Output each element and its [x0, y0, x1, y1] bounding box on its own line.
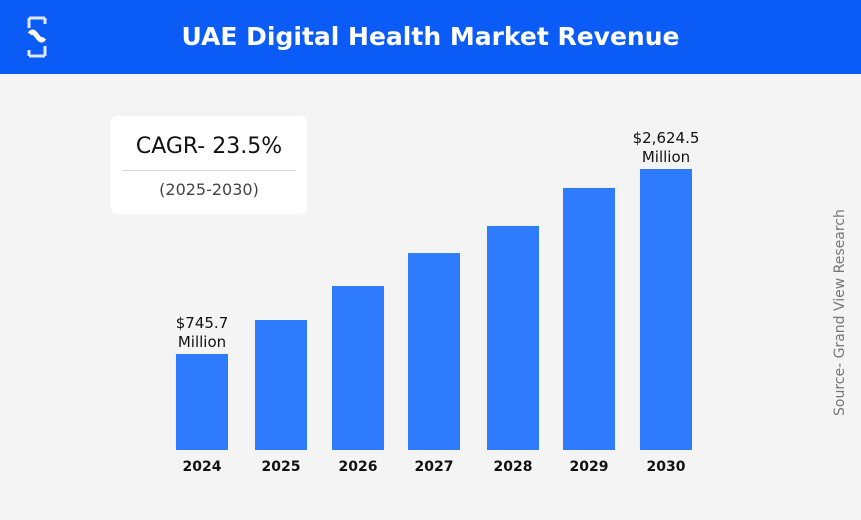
x-tick-label: 2025 [262, 459, 301, 475]
data-label: $2,624.5 [633, 129, 700, 147]
x-tick-label: 2026 [339, 459, 378, 475]
divider [122, 170, 296, 171]
cagr-value: CAGR- 23.5% [135, 134, 283, 159]
bar-2029 [563, 187, 615, 450]
bar-2025 [255, 319, 307, 450]
bar-2027 [408, 253, 460, 450]
header-banner: UAE Digital Health Market Revenue [0, 0, 861, 74]
x-tick-label: 2024 [183, 459, 222, 475]
x-tick-label: 2030 [647, 459, 686, 475]
bar-2028 [487, 225, 539, 450]
x-tick-label: 2027 [415, 459, 454, 475]
bar-2030 [640, 169, 692, 450]
brand-logo-icon [27, 16, 47, 58]
source-label: Source- Grand View Research [832, 209, 848, 416]
cagr-period: (2025-2030) [159, 180, 259, 199]
cagr-card: CAGR- 23.5% (2025-2030) [111, 116, 307, 214]
data-label: $745.7 [176, 314, 229, 332]
bar-2024 [176, 354, 228, 450]
data-label: Million [642, 148, 690, 166]
chart-title: UAE Digital Health Market Revenue [181, 22, 680, 51]
x-tick-label: 2029 [570, 459, 609, 475]
bar-2026 [332, 286, 384, 450]
data-label: Million [178, 333, 226, 351]
x-tick-label: 2028 [494, 459, 533, 475]
